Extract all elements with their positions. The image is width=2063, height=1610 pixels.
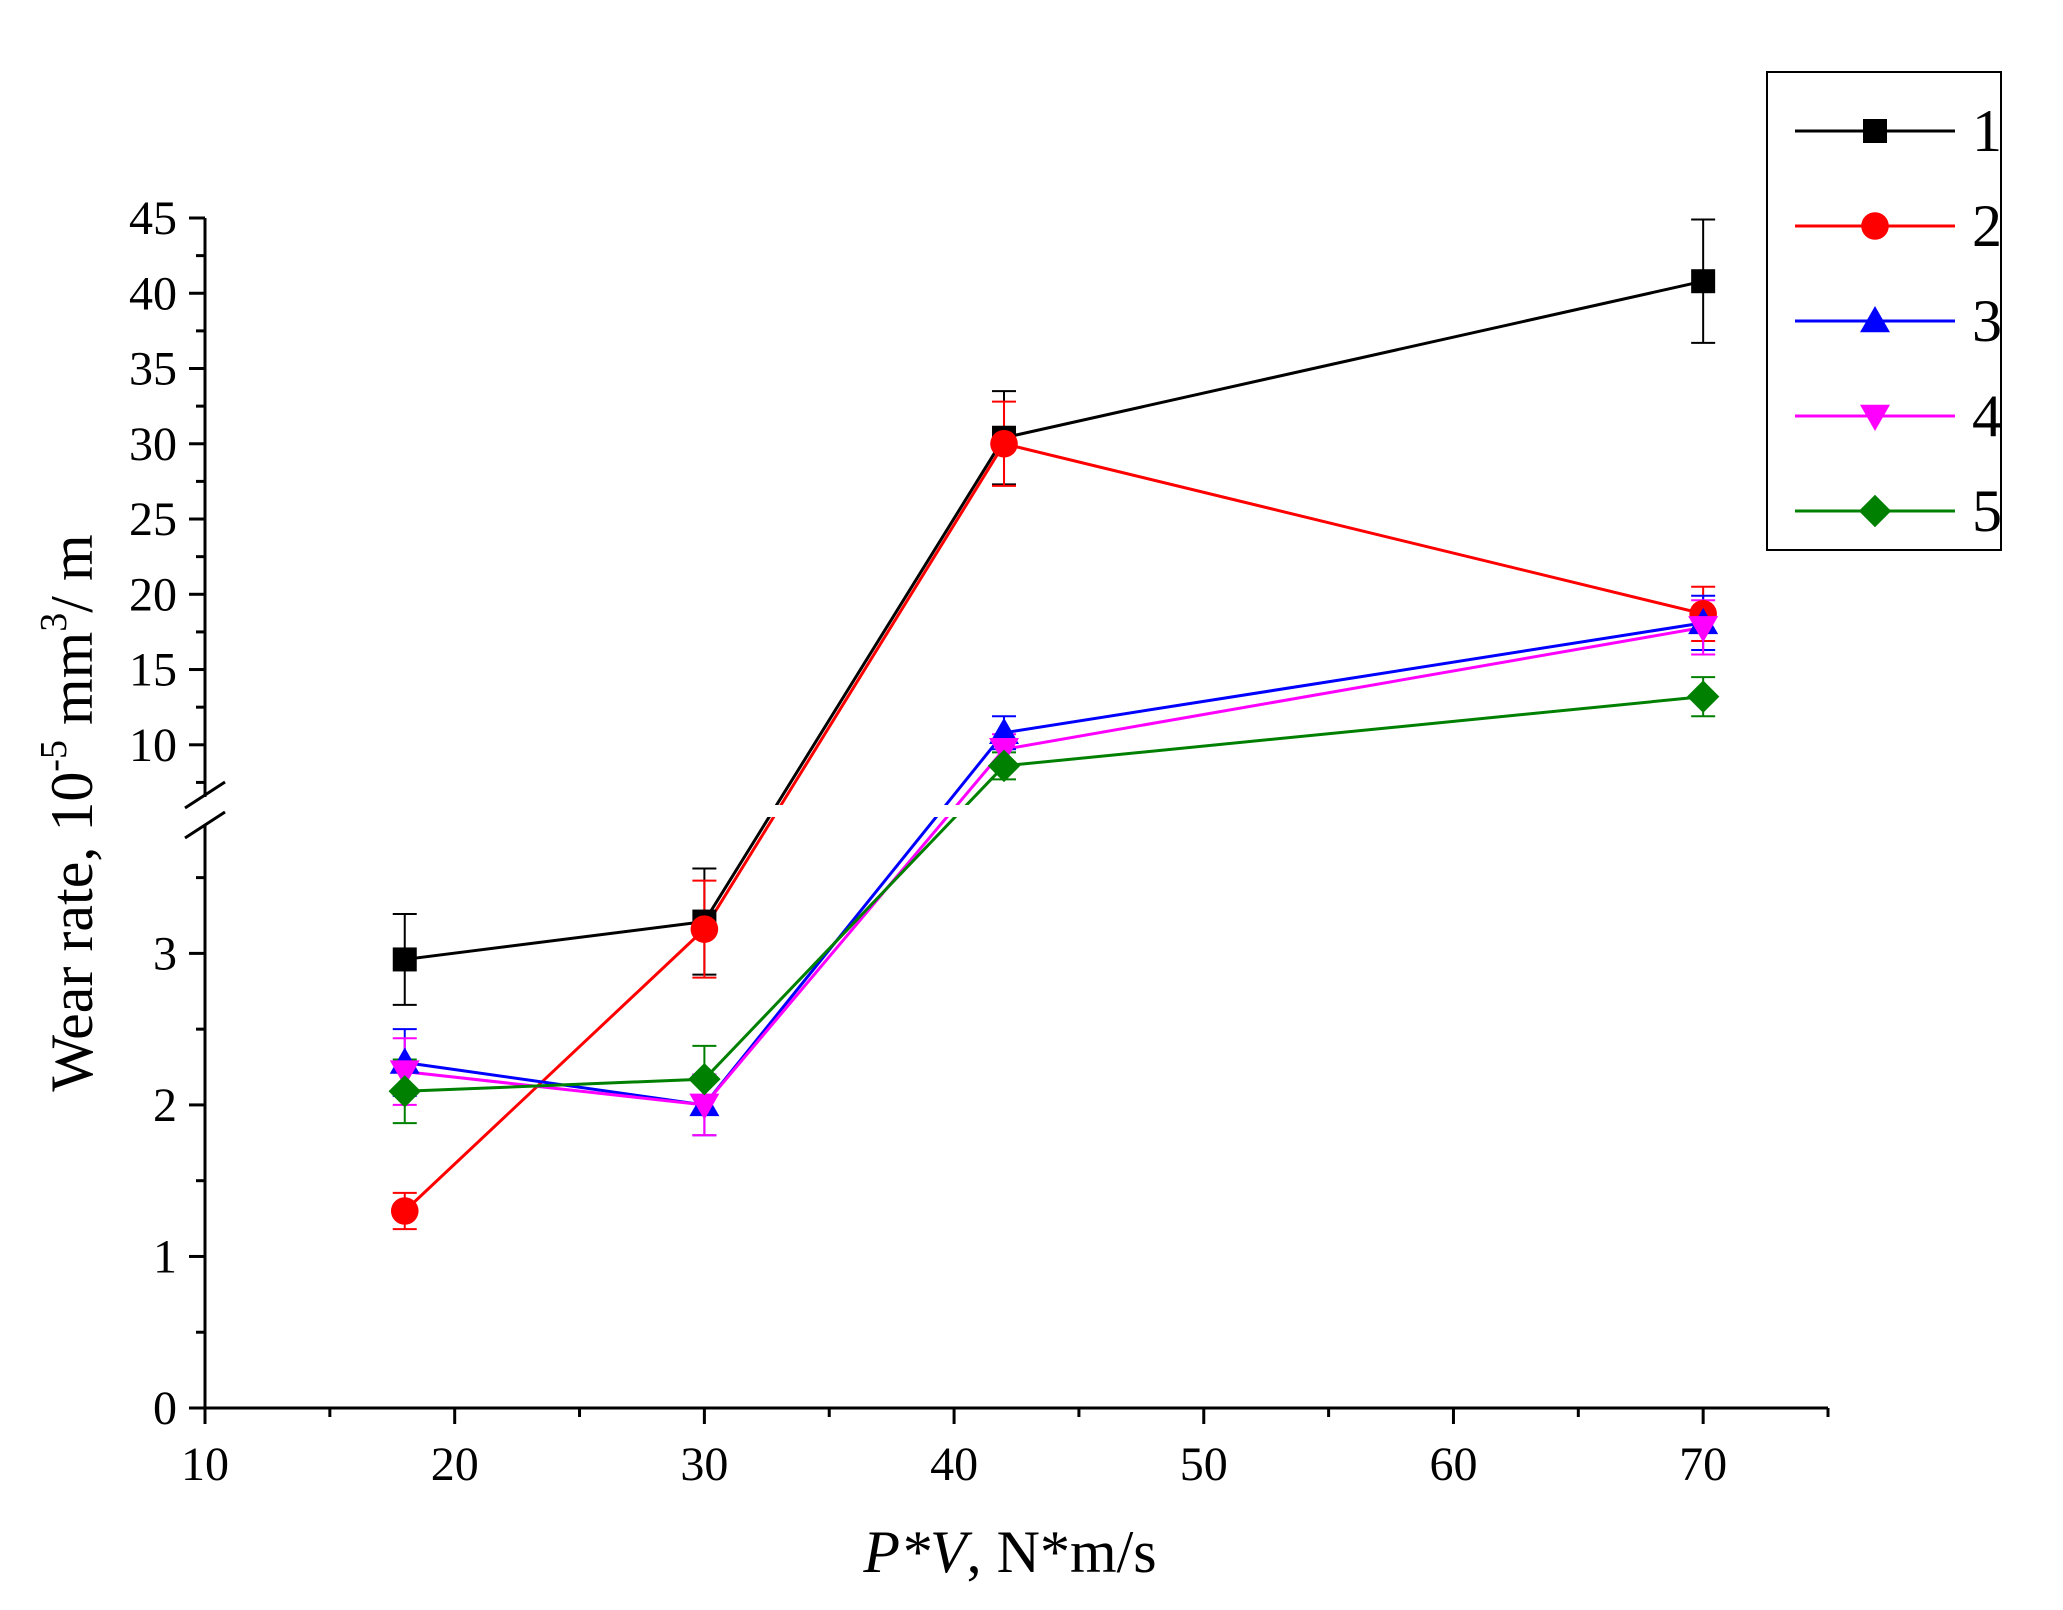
y-axis-title-main: Wear rate, 10: [39, 772, 105, 1092]
series-3-line: [404, 621, 1704, 1107]
series-2-line: [403, 442, 1704, 1213]
series-5-line: [404, 695, 1704, 1093]
tick-labels: 10 20 30 40 50 60 70 0 1 2 3 10 15 20 25 30 35 40 45: [129, 192, 1727, 1491]
series-2-point: [690, 915, 719, 943]
series-5-point: [688, 1062, 721, 1096]
legend-label-3: 3: [1972, 288, 2002, 354]
x-tick-label: 70: [1679, 1438, 1727, 1491]
legend-marker-5: [1858, 494, 1892, 528]
data-markers: [388, 269, 1720, 1225]
legend-marker-2: [1861, 212, 1889, 240]
series-4-point: [689, 1093, 720, 1120]
series-2-point: [990, 429, 1018, 458]
legend-label-2: 2: [1972, 193, 2002, 259]
y-upper-tick-label: 10: [129, 719, 177, 772]
y-lower-tick-label: 1: [153, 1230, 177, 1283]
legend-marker-3: [1860, 306, 1890, 333]
y-axis-title: Wear rate, 10-5 mm3/ m: [33, 534, 105, 1091]
series-4-point: [389, 1060, 420, 1087]
y-axis-title-exp2: 3: [33, 613, 75, 632]
series-1-point: [392, 947, 417, 972]
x-tick-label: 50: [1180, 1438, 1228, 1491]
legend-label-4: 4: [1972, 383, 2002, 449]
series-4-point: [1688, 616, 1719, 643]
x-axis-title-variable: P*V: [862, 1519, 973, 1585]
x-tick-label: 40: [930, 1438, 978, 1491]
y-upper-tick-label: 30: [129, 418, 177, 471]
y-axis-title-exp1: -5: [33, 740, 75, 772]
axes: [184, 216, 1830, 1424]
series-1-point: [1691, 269, 1716, 294]
series-5-point: [388, 1075, 421, 1108]
y-lower-tick-label: 3: [153, 927, 177, 980]
legend-items: 1 2 3 4 5: [1795, 98, 2002, 544]
series-5-point: [987, 749, 1021, 783]
legend-marker-4: [1860, 404, 1890, 431]
series-2-point: [390, 1197, 419, 1225]
legend: 1 2 3 4 5: [1766, 71, 2002, 551]
series-5-point: [1686, 680, 1720, 713]
x-tick-label: 20: [431, 1438, 479, 1491]
x-tick-label: 10: [181, 1438, 229, 1491]
legend-label-1: 1: [1972, 98, 2002, 164]
y-upper-tick-label: 15: [129, 644, 177, 697]
series-4-line: [404, 625, 1704, 1107]
x-tick-label: 30: [680, 1438, 728, 1491]
y-upper-tick-label: 20: [129, 568, 177, 621]
x-tick-label: 60: [1429, 1438, 1477, 1491]
series-lines: [403, 279, 1704, 1213]
y-lower-tick-label: 0: [153, 1382, 177, 1435]
x-axis-title-unit: , N*m/s: [967, 1519, 1157, 1585]
axis-break-gap: [200, 805, 1100, 817]
series-1-line: [404, 279, 1704, 961]
x-axis-title: P*V, N*m/s: [862, 1519, 1156, 1585]
y-axis-title-mid: mm: [39, 632, 105, 740]
y-upper-tick-label: 25: [129, 493, 177, 546]
series-3-point: [989, 717, 1020, 745]
legend-marker-1: [1863, 119, 1887, 143]
axis-break-mark-lower: [184, 810, 226, 840]
y-axis-title-end: / m: [39, 534, 105, 612]
y-upper-tick-label: 40: [129, 267, 177, 320]
y-upper-tick-label: 35: [129, 343, 177, 396]
legend-box: [1766, 71, 2002, 551]
y-lower-tick-label: 2: [153, 1079, 177, 1132]
axis-break-mark-upper: [184, 780, 226, 810]
y-upper-tick-label: 45: [129, 192, 177, 245]
legend-label-5: 5: [1972, 478, 2002, 544]
